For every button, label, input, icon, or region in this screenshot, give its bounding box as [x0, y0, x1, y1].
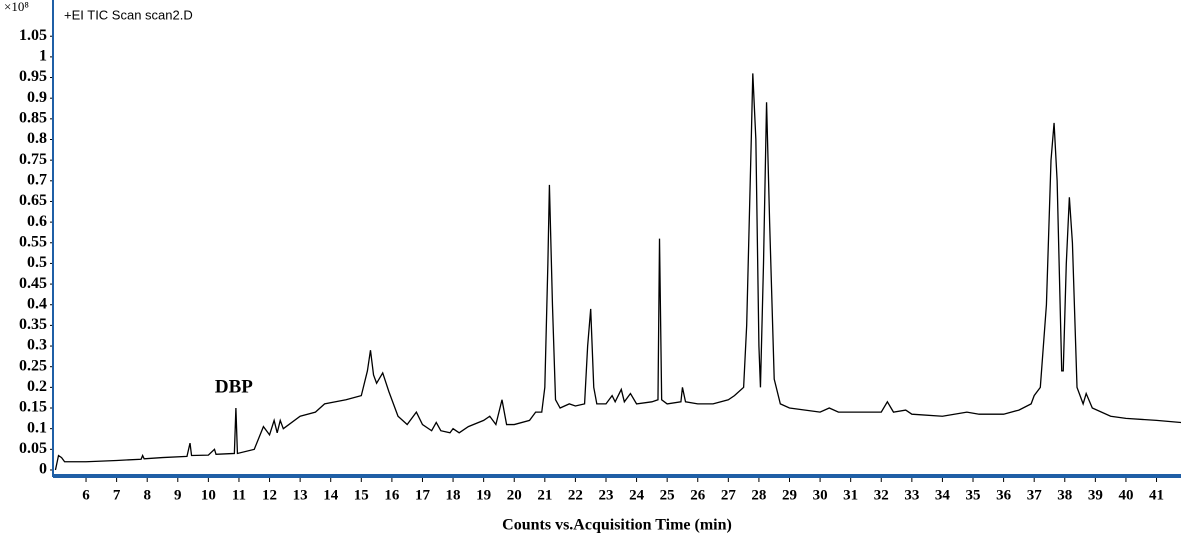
- y-tick-label: 0.55: [19, 233, 47, 250]
- x-tick-label: 9: [174, 487, 182, 503]
- x-tick-label: 20: [507, 487, 522, 503]
- y-tick-label: 0.1: [27, 419, 47, 436]
- y-tick-label: 0.95: [19, 68, 47, 85]
- y-tick-label: 0.4: [27, 295, 47, 312]
- x-tick-label: 37: [1027, 487, 1043, 503]
- y-tick-label: 1: [39, 48, 47, 65]
- y-tick-label: 0.9: [27, 89, 47, 106]
- y-tick-label: 0.85: [19, 110, 47, 127]
- x-tick-label: 6: [82, 487, 90, 503]
- y-tick-label: 0: [39, 461, 47, 478]
- x-tick-label: 33: [904, 487, 919, 503]
- x-tick-label: 34: [935, 487, 951, 503]
- x-tick-label: 25: [660, 487, 675, 503]
- x-tick-label: 21: [537, 487, 552, 503]
- y-multiplier: ×10⁸: [4, 0, 29, 14]
- x-tick-label: 23: [598, 487, 613, 503]
- chart-title: +EI TIC Scan scan2.D: [64, 7, 193, 22]
- x-tick-label: 39: [1088, 487, 1103, 503]
- x-tick-label: 17: [415, 487, 431, 503]
- y-tick-label: 0.7: [27, 171, 47, 188]
- y-tick-label: 0.5: [27, 254, 47, 271]
- y-tick-label: 0.25: [19, 357, 47, 374]
- x-tick-label: 28: [751, 487, 766, 503]
- x-tick-label: 40: [1118, 487, 1133, 503]
- y-tick-label: 0.3: [27, 337, 47, 354]
- x-tick-label: 13: [293, 487, 308, 503]
- x-tick-label: 29: [782, 487, 797, 503]
- x-tick-label: 24: [629, 487, 645, 503]
- x-axis-label: Counts vs.Acquisition Time (min): [502, 517, 732, 534]
- x-tick-label: 15: [354, 487, 369, 503]
- x-tick-label: 27: [721, 487, 737, 503]
- x-tick-label: 12: [262, 487, 277, 503]
- x-tick-label: 41: [1149, 487, 1164, 503]
- x-tick-label: 19: [476, 487, 491, 503]
- x-tick-label: 30: [813, 487, 828, 503]
- x-tick-label: 38: [1057, 487, 1072, 503]
- y-tick-label: 0.75: [19, 151, 47, 168]
- y-tick-label: 1.05: [19, 27, 47, 44]
- y-tick-label: 0.65: [19, 192, 47, 209]
- x-tick-label: 7: [113, 487, 121, 503]
- x-tick-label: 18: [446, 487, 461, 503]
- annotation: DBP: [215, 376, 253, 397]
- x-tick-label: 31: [843, 487, 858, 503]
- x-tick-label: 32: [874, 487, 889, 503]
- y-tick-label: 0.2: [27, 378, 47, 395]
- x-tick-label: 8: [143, 487, 151, 503]
- x-tick-label: 14: [323, 487, 339, 503]
- x-tick-label: 10: [201, 487, 216, 503]
- x-tick-label: 26: [690, 487, 706, 503]
- x-tick-label: 22: [568, 487, 583, 503]
- y-tick-label: 0.35: [19, 316, 47, 333]
- x-tick-label: 11: [232, 487, 246, 503]
- y-tick-label: 0.15: [19, 399, 47, 416]
- y-tick-label: 0.45: [19, 275, 47, 292]
- y-tick-label: 0.8: [27, 130, 47, 147]
- x-tick-label: 35: [966, 487, 981, 503]
- trace: [54, 73, 1181, 471]
- y-tick-label: 0.05: [19, 440, 47, 457]
- x-tick-label: 16: [384, 487, 400, 503]
- y-tick-label: 0.6: [27, 213, 47, 230]
- x-tick-label: 36: [996, 487, 1012, 503]
